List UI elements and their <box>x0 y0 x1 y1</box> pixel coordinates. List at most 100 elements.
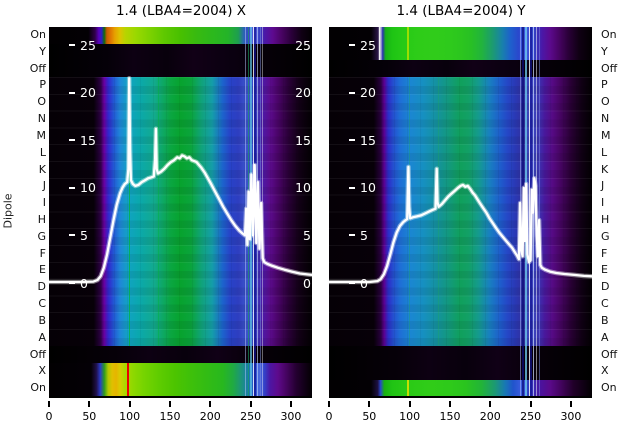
xtick-label: 0 <box>45 410 53 423</box>
xtick-mark <box>328 401 330 407</box>
dipole-row-label: Off <box>601 61 618 75</box>
dipole-row-label: X <box>38 364 46 378</box>
dipole-row-label: J <box>42 179 46 193</box>
dipole-row-label: N <box>37 112 46 126</box>
ytick-mark <box>349 139 355 142</box>
ytick-mark <box>69 282 75 284</box>
dipole-row-label: X <box>601 364 609 378</box>
ytick-label-right: 10 <box>295 180 311 196</box>
dipole-row-label: I <box>42 196 46 210</box>
dipole-row-label: F <box>39 246 46 260</box>
dipole-row-label: B <box>601 313 609 327</box>
panel-y-axis-line <box>329 396 592 398</box>
xtick-label: 200 <box>479 410 501 423</box>
ytick-label: 20 <box>349 85 376 101</box>
ytick-label-right: 5 <box>303 227 311 243</box>
heatmap-band-rows-y-off-dark <box>49 44 312 77</box>
dipole-row-label: C <box>38 297 46 311</box>
xtick-label: 150 <box>439 410 461 423</box>
dipole-row-label: E <box>601 263 608 277</box>
dipole-row-label: Off <box>29 347 46 361</box>
ytick-value: 20 <box>80 85 96 101</box>
dipole-row-label: D <box>601 280 610 294</box>
xtick-label: 50 <box>362 410 377 423</box>
panel-y-color-bands <box>329 27 592 397</box>
dipole-row-label: G <box>601 229 610 243</box>
ytick-value: 20 <box>360 85 376 101</box>
dipole-row-label: F <box>601 246 608 260</box>
dipole-row-label: N <box>601 112 610 126</box>
ytick-value: 5 <box>80 227 88 243</box>
dipole-row-label: O <box>601 95 610 109</box>
xtick-mark <box>249 401 252 407</box>
panel-x-heatmap: 25 25 20 20 15 15 10 10 5 5 0 0 0 50 100 150 200 250 300 <box>46 27 312 423</box>
ytick-label: 20 <box>69 85 96 101</box>
xtick-label: 250 <box>240 410 262 423</box>
xtick-label: 300 <box>560 410 582 423</box>
xtick-mark <box>489 401 492 407</box>
ytick-label: 0 <box>69 275 88 291</box>
xtick-mark <box>448 401 451 407</box>
ytick-label: 10 <box>349 180 376 196</box>
ytick-value: 25 <box>360 37 376 53</box>
ytick-label: 0 <box>349 275 368 291</box>
ytick-label: 5 <box>69 227 88 243</box>
ytick-mark <box>349 234 355 237</box>
marker-line <box>158 77 160 346</box>
ytick-label-right: 0 <box>303 275 311 291</box>
panel-x-color-bands <box>49 27 312 397</box>
xtick-mark <box>209 401 212 407</box>
ytick-label-right: 15 <box>295 132 311 148</box>
ytick-label: 10 <box>69 180 96 196</box>
ytick-mark <box>349 44 355 46</box>
ytick-value: 0 <box>360 275 368 291</box>
dipole-row-label: A <box>601 330 609 344</box>
marker-line <box>538 27 540 397</box>
xtick-label: 150 <box>159 410 181 423</box>
heatmap-band-body <box>329 77 592 346</box>
marker-line <box>129 77 131 346</box>
dipole-row-label: C <box>601 297 609 311</box>
dipole-labels-left: On Y Off P O N M L K J I H G F E D C B A Off X On <box>0 27 46 397</box>
dipole-row-label: J <box>601 179 605 193</box>
xtick-label: 0 <box>325 410 333 423</box>
ytick-label-right: 20 <box>295 85 311 101</box>
ytick-mark <box>69 186 75 189</box>
dipole-row-label: O <box>37 95 46 109</box>
ytick-label: 5 <box>349 227 368 243</box>
xtick-mark <box>88 401 91 407</box>
xtick-label: 200 <box>199 410 221 423</box>
ytick-label: 15 <box>69 132 96 148</box>
dipole-row-label: Y <box>601 44 608 58</box>
dipole-row-label: A <box>38 330 46 344</box>
dipole-row-label: E <box>39 263 46 277</box>
dipole-labels-right: On Y Off P O N M L K J I H G F E D C B A Off X On <box>601 27 639 397</box>
ytick-value: 0 <box>80 275 88 291</box>
marker-line <box>378 27 380 60</box>
dipole-row-label: P <box>601 78 608 92</box>
xtick-mark <box>168 401 171 407</box>
panel-y-heatmap: 25 20 15 10 5 0 0 50 100 150 200 250 300 <box>326 27 592 423</box>
dipole-row-label: I <box>601 196 605 210</box>
xtick-label: 100 <box>399 410 421 423</box>
dipole-row-label: On <box>601 28 617 41</box>
dipole-row-label: M <box>36 128 47 142</box>
marker-line <box>407 27 410 60</box>
panel-y-title: 1.4 (LBA4=2004) Y <box>396 3 526 19</box>
ytick-mark <box>69 234 75 237</box>
marker-line <box>127 363 130 397</box>
xtick-mark <box>408 401 411 407</box>
marker-line <box>262 27 264 397</box>
dipole-row-label: On <box>30 28 46 41</box>
dipole-row-label: L <box>39 145 46 159</box>
dipole-row-label: On <box>601 381 617 395</box>
xtick-mark <box>569 401 572 407</box>
dipole-row-label: Off <box>29 61 46 75</box>
dipole-row-label: B <box>38 313 46 327</box>
xtick-mark <box>289 401 292 407</box>
xtick-mark <box>368 401 371 407</box>
ytick-label: 15 <box>349 132 376 148</box>
ytick-value: 25 <box>80 37 96 53</box>
ytick-value: 10 <box>360 180 376 196</box>
